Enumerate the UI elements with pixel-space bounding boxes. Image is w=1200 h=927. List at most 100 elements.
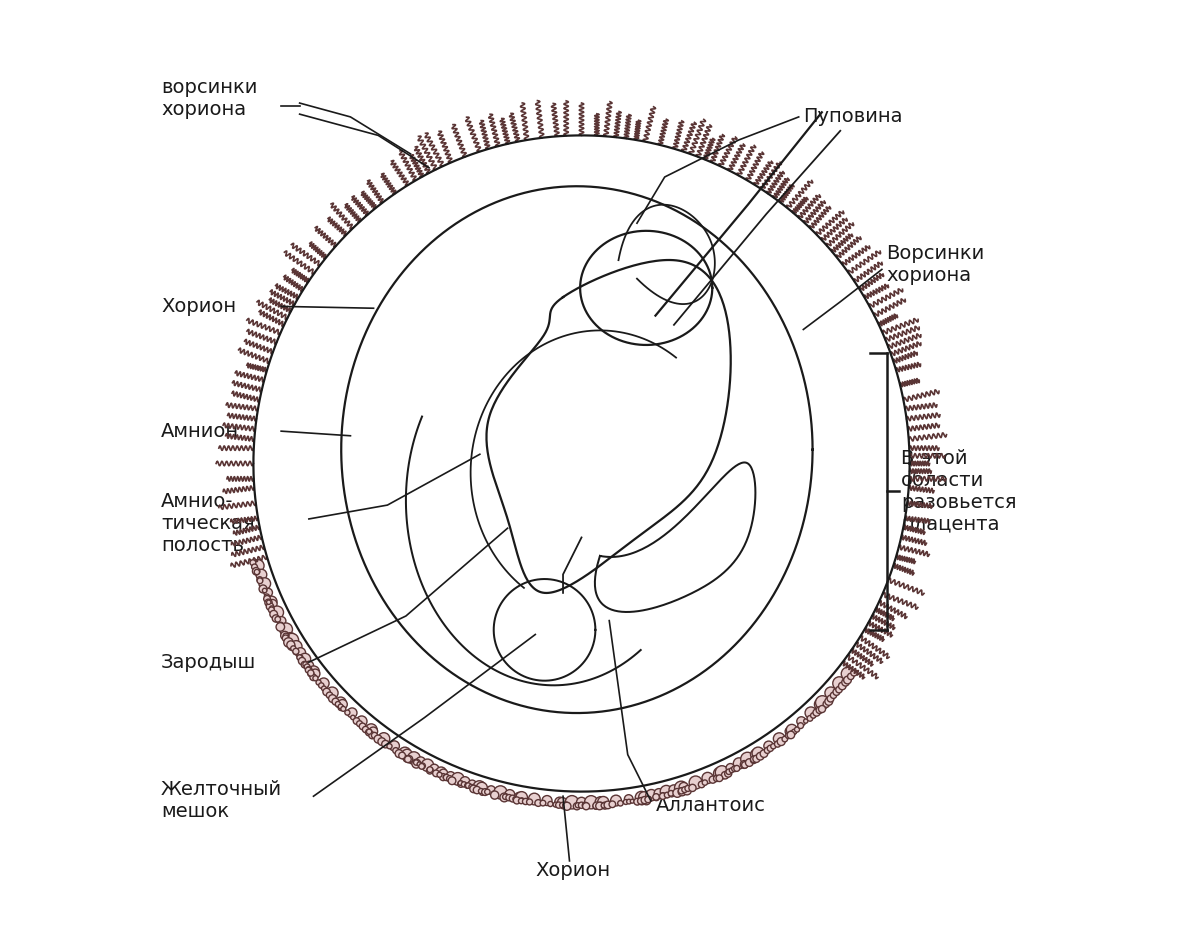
Circle shape	[368, 727, 378, 736]
Circle shape	[469, 784, 474, 789]
Circle shape	[792, 730, 797, 734]
Circle shape	[439, 769, 448, 778]
Circle shape	[584, 795, 598, 809]
Circle shape	[787, 731, 794, 739]
Circle shape	[437, 772, 442, 777]
Circle shape	[752, 747, 764, 759]
Text: Амнион: Амнион	[161, 422, 239, 440]
Circle shape	[443, 774, 450, 781]
Circle shape	[805, 707, 817, 718]
Text: Аллантоис: Аллантоис	[655, 796, 766, 815]
Circle shape	[668, 785, 678, 794]
Circle shape	[406, 756, 413, 763]
Circle shape	[808, 716, 812, 721]
Circle shape	[764, 747, 770, 754]
Circle shape	[653, 794, 659, 800]
Circle shape	[269, 607, 275, 613]
Circle shape	[515, 793, 523, 802]
Circle shape	[764, 741, 774, 751]
Circle shape	[683, 786, 691, 794]
Circle shape	[307, 670, 314, 676]
Circle shape	[468, 780, 476, 789]
Circle shape	[286, 632, 295, 643]
Circle shape	[512, 796, 517, 801]
Circle shape	[716, 775, 722, 781]
Circle shape	[323, 688, 330, 695]
Circle shape	[336, 702, 341, 707]
Circle shape	[542, 795, 552, 806]
Circle shape	[308, 666, 319, 678]
Circle shape	[418, 762, 421, 767]
Circle shape	[654, 789, 664, 798]
Circle shape	[785, 727, 794, 736]
Circle shape	[302, 662, 307, 667]
Circle shape	[824, 697, 833, 705]
Circle shape	[277, 616, 286, 625]
Circle shape	[299, 654, 311, 665]
Circle shape	[641, 796, 648, 804]
Circle shape	[778, 738, 785, 745]
Circle shape	[412, 759, 421, 768]
Circle shape	[264, 594, 270, 599]
Circle shape	[252, 560, 264, 572]
Circle shape	[378, 732, 390, 744]
Circle shape	[359, 723, 366, 730]
Circle shape	[366, 729, 372, 734]
Circle shape	[316, 679, 322, 685]
Circle shape	[575, 803, 581, 807]
Circle shape	[305, 667, 311, 673]
Circle shape	[259, 585, 268, 593]
Circle shape	[611, 795, 622, 806]
Circle shape	[491, 791, 499, 799]
Circle shape	[668, 791, 673, 796]
Circle shape	[366, 730, 372, 736]
Circle shape	[715, 766, 728, 779]
Circle shape	[266, 603, 274, 610]
Text: Желточный
мешок: Желточный мешок	[161, 781, 282, 821]
Circle shape	[788, 731, 794, 736]
Circle shape	[264, 589, 272, 597]
Circle shape	[341, 706, 346, 711]
Circle shape	[726, 764, 734, 772]
Circle shape	[414, 760, 419, 765]
Circle shape	[446, 776, 452, 781]
Circle shape	[451, 772, 464, 785]
Circle shape	[725, 770, 732, 777]
Circle shape	[593, 802, 600, 809]
Circle shape	[276, 623, 284, 631]
Circle shape	[326, 687, 338, 699]
Circle shape	[298, 654, 304, 661]
Circle shape	[742, 762, 748, 768]
Circle shape	[252, 567, 260, 575]
Circle shape	[635, 792, 648, 804]
Circle shape	[610, 801, 616, 807]
Circle shape	[270, 606, 274, 610]
Circle shape	[770, 743, 776, 749]
Circle shape	[426, 768, 433, 774]
Circle shape	[841, 679, 850, 686]
Circle shape	[335, 697, 346, 708]
Circle shape	[553, 802, 558, 807]
Circle shape	[634, 798, 641, 805]
Circle shape	[403, 756, 409, 762]
Circle shape	[721, 771, 728, 779]
Circle shape	[398, 752, 406, 759]
Circle shape	[263, 589, 266, 592]
Circle shape	[458, 781, 463, 785]
Circle shape	[356, 721, 362, 727]
Circle shape	[259, 578, 270, 590]
Circle shape	[479, 789, 484, 794]
Circle shape	[623, 799, 629, 805]
Circle shape	[653, 794, 660, 801]
Circle shape	[593, 803, 599, 809]
Circle shape	[305, 661, 313, 669]
Circle shape	[365, 724, 377, 736]
Circle shape	[563, 802, 571, 810]
Circle shape	[421, 759, 433, 771]
Circle shape	[745, 758, 754, 767]
Circle shape	[804, 719, 808, 723]
Circle shape	[750, 756, 757, 763]
Circle shape	[782, 736, 787, 742]
Circle shape	[307, 671, 313, 677]
Circle shape	[815, 698, 827, 710]
